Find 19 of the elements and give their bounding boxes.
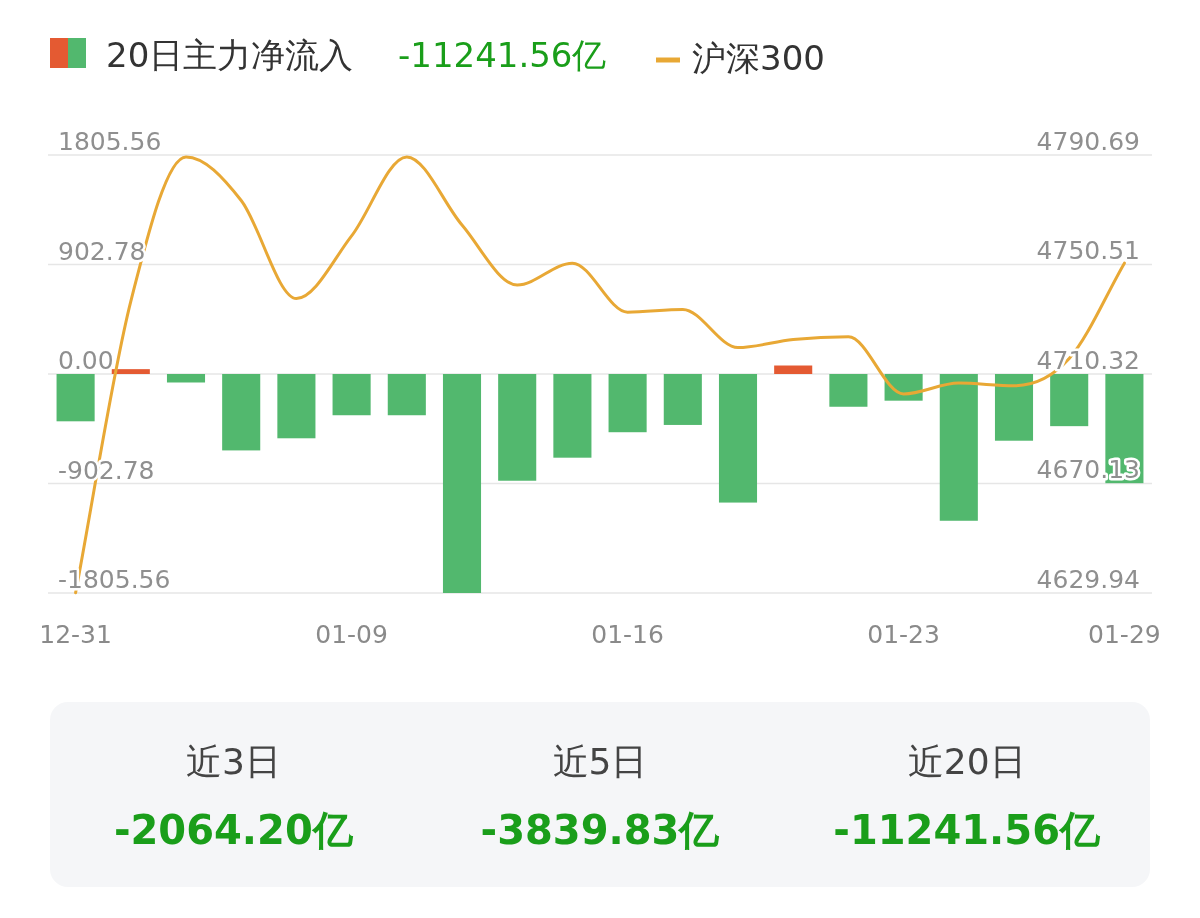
y2-tick-label: 4790.69 [1036, 127, 1140, 156]
text: -11241.56亿 [398, 35, 607, 75]
legend-label: 沪深300 [692, 38, 825, 78]
text: -3839.83亿 [480, 807, 721, 853]
y2-tick-label: 4750.51 [1036, 236, 1140, 266]
x-tick-label: 01-23 [867, 620, 940, 649]
x-tick-label: 01-29 [1088, 620, 1161, 649]
x-tick-label: 01-09 [315, 620, 388, 649]
text: 近5日 [552, 741, 648, 782]
text: -2064.20亿 [113, 807, 354, 853]
text: -11241.56亿 [833, 807, 1101, 853]
x-tick-label: 12-31 [39, 620, 112, 649]
x-tick-label: 01-16 [591, 620, 664, 649]
y2-tick-label: 4629.94 [1036, 565, 1140, 594]
legend-label: 20日主力净流入 [106, 35, 354, 75]
text: 近3日 [185, 741, 281, 782]
text: 近20日 [907, 741, 1026, 782]
y-tick-label: 1805.56 [58, 127, 162, 156]
y-tick-label: 0.00 [58, 346, 114, 375]
